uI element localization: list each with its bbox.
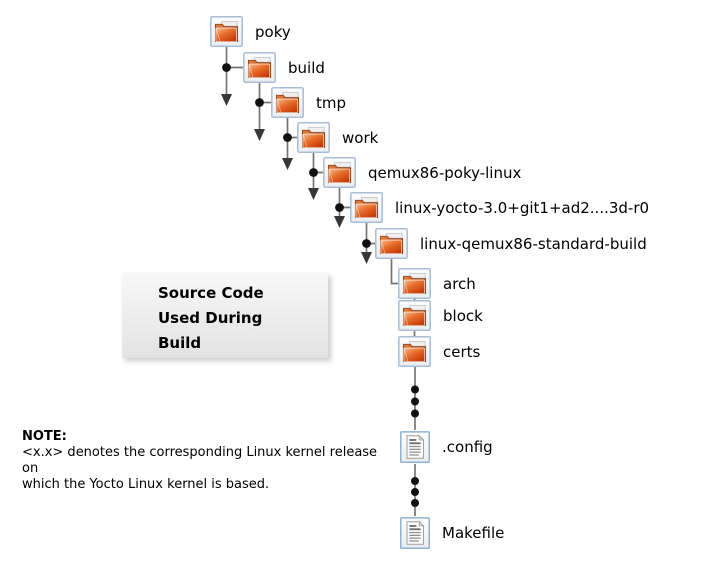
tree-node-label: build <box>288 58 325 77</box>
connector-standard-build-to-arch <box>390 259 398 285</box>
tree-node-label: .config <box>442 438 493 456</box>
folder-icon <box>271 87 304 118</box>
branch-dot <box>255 98 264 107</box>
folder-icon <box>398 336 431 367</box>
tree-node-certs: certs <box>398 336 480 367</box>
tree-node-label: tmp <box>316 93 347 112</box>
tree-node-makefile: Makefile <box>400 516 504 550</box>
branch-dot <box>335 203 344 212</box>
folder-icon <box>350 192 383 223</box>
tree-node-arch: arch <box>398 268 476 299</box>
branch-dot <box>309 168 318 177</box>
tree-node-linux-qemux86-standard-build: linux-qemux86-standard-build <box>375 228 647 259</box>
note-block: NOTE: <x.x> denotes the corresponding Li… <box>22 429 382 493</box>
ellipsis-dot <box>411 409 419 418</box>
tree-node-work: work <box>297 122 378 153</box>
note-text-line: <x.x> denotes the corresponding Linux ke… <box>22 445 378 476</box>
tree-node-tmp: tmp <box>271 87 346 118</box>
tree-node-label: linux-yocto-3.0+git1+ad2....3d-r0 <box>395 198 650 217</box>
callout-line: Build <box>158 334 202 352</box>
ellipsis-dot <box>411 397 419 406</box>
tree-node-label: poky <box>255 22 291 41</box>
tree-node-label: block <box>443 306 483 325</box>
branch-dot <box>222 63 231 72</box>
folder-icon <box>375 228 408 259</box>
arrow-down-icon <box>361 252 372 264</box>
arrow-down-icon <box>308 188 319 200</box>
tree-node-label: arch <box>443 274 476 293</box>
folder-icon <box>297 122 330 153</box>
tree-node-build: build <box>243 52 325 83</box>
ellipsis-dot <box>411 477 419 485</box>
tree-node-config-file: .config <box>400 430 493 464</box>
tree-node-block: block <box>398 300 483 331</box>
tree-node-label: qemux86-poky-linux <box>368 163 522 182</box>
arrow-down-icon <box>334 216 345 228</box>
ellipsis-dot <box>411 385 419 394</box>
tree-node-qemux86-poky-linux: qemux86-poky-linux <box>323 157 521 188</box>
callout-source-code-used-during-build: Source Code Used During Build <box>122 273 328 358</box>
arrow-down-icon <box>254 129 265 141</box>
tree-node-label: linux-qemux86-standard-build <box>420 234 647 253</box>
folder-icon <box>398 268 431 299</box>
down-arrowheads <box>221 94 372 264</box>
folder-icon <box>243 52 276 83</box>
file-icon <box>400 516 430 550</box>
arrow-down-icon <box>221 94 232 106</box>
note-heading: NOTE: <box>22 429 67 444</box>
folder-icon <box>398 300 431 331</box>
ellipsis-dots-config-to-makefile <box>411 477 419 507</box>
arrow-down-icon <box>282 158 293 170</box>
callout-line: Source Code <box>158 284 264 302</box>
tree-node-poky: poky <box>210 16 291 47</box>
folder-icon <box>323 157 356 188</box>
branch-dot <box>362 239 371 248</box>
tree-node-label: work <box>342 128 379 147</box>
tree-node-linux-yocto: linux-yocto-3.0+git1+ad2....3d-r0 <box>350 192 649 223</box>
folder-icon <box>210 16 243 47</box>
branch-dot <box>283 133 292 142</box>
note-text-line: which the Yocto Linux kernel is based. <box>22 477 270 492</box>
ellipsis-dot <box>411 488 419 496</box>
ellipsis-dot <box>411 499 419 507</box>
file-icon <box>400 430 430 464</box>
callout-line: Used During <box>158 309 263 327</box>
tree-node-label: Makefile <box>442 524 505 542</box>
ellipsis-dots-certs-to-config <box>411 385 419 418</box>
tree-node-label: certs <box>443 342 481 361</box>
